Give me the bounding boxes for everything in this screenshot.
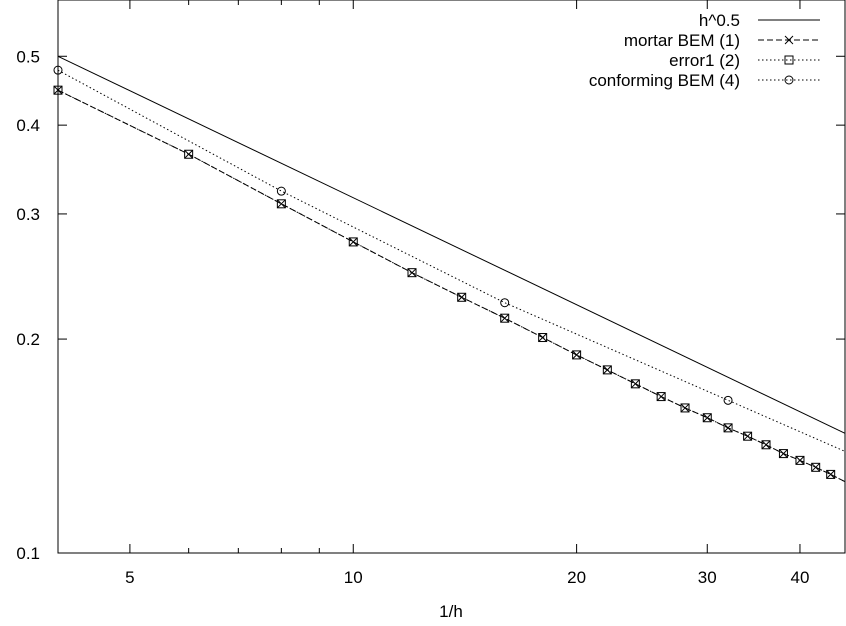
legend-label: conforming BEM (4) [589,71,740,90]
series-line-2 [57,89,846,483]
legend-marker [784,55,794,65]
data-point-1-11 [656,392,666,401]
data-point-2-13 [702,413,712,423]
data-point-1-4 [407,268,417,278]
data-point-1-0 [53,85,63,95]
data-point-2-7 [538,333,548,343]
data-point-2-3 [348,237,358,247]
data-point-1-1 [184,149,194,159]
data-point-2-14 [723,423,733,433]
data-point-1-8 [572,350,581,360]
data-point-1-13 [702,413,712,423]
data-point-2-2 [276,199,286,209]
data-point-2-16 [761,440,771,450]
x-tick-label: 30 [698,568,717,587]
data-point-1-10 [631,379,640,389]
series-markers [53,65,836,479]
data-point-3-1 [276,186,286,196]
data-point-1-9 [602,365,612,375]
data-point-1-16 [761,440,771,450]
series-line-0 [57,55,846,434]
data-point-1-7 [538,333,548,342]
axis-ticks: 5 10 20 30 40 0.1 0.2 0.3 0.4 0.5 [16,0,845,587]
data-point-2-9 [602,365,612,375]
series-line-1 [57,89,846,483]
data-point-2-17 [778,449,788,459]
data-point-1-12 [680,403,690,413]
data-point-2-15 [743,431,753,441]
series-line-3 [57,69,846,452]
legend-label: h^0.5 [699,11,740,30]
data-point-2-20 [826,469,836,479]
x-tick-label: 40 [791,568,810,587]
data-point-1-2 [276,199,286,209]
data-point-1-6 [500,313,510,323]
data-point-3-2 [500,298,510,308]
data-point-2-19 [811,462,821,472]
y-tick-label: 0.1 [16,544,40,563]
x-tick-label: 5 [125,568,134,587]
plot-frame [57,0,846,554]
data-point-1-20 [826,470,836,479]
legend-marker [784,75,794,85]
data-point-3-0 [53,65,63,75]
y-tick-label: 0.2 [16,330,40,349]
data-point-2-12 [680,403,690,413]
data-point-2-8 [572,350,582,360]
x-tick-label: 10 [344,568,363,587]
data-point-1-5 [457,292,467,302]
series-lines [57,55,846,483]
data-point-1-18 [795,456,805,465]
y-tick-label: 0.4 [16,116,40,135]
y-tick-label: 0.3 [16,205,40,224]
x-tick-label: 20 [567,568,586,587]
data-point-2-4 [407,268,417,278]
legend-label: mortar BEM (1) [624,31,740,50]
data-point-2-6 [500,313,510,323]
data-point-2-0 [53,85,63,95]
data-point-3-3 [723,395,733,405]
data-point-1-3 [348,237,358,247]
y-tick-label: 0.5 [16,47,40,66]
data-point-2-18 [795,455,805,465]
data-point-1-15 [743,431,752,441]
data-point-2-11 [656,392,666,402]
data-point-1-14 [723,423,733,433]
data-point-2-5 [457,292,467,302]
legend-label: error1 (2) [669,51,740,70]
data-point-1-17 [779,449,788,458]
legend-marker [784,35,794,45]
data-point-2-1 [184,149,194,159]
data-point-1-19 [811,462,821,472]
x-axis-label: 1/h [439,602,463,621]
data-point-2-10 [630,379,640,389]
